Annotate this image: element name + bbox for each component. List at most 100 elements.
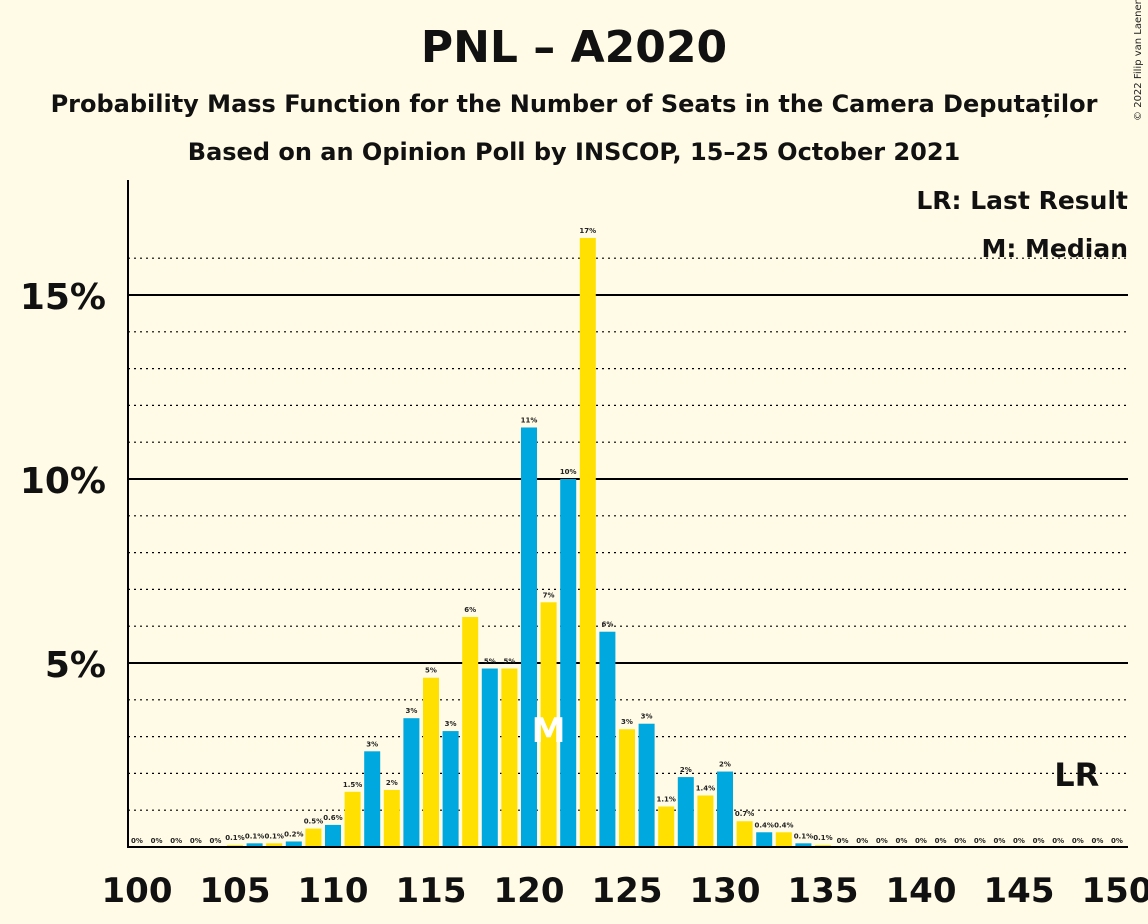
- bar-value-label: 0%: [151, 837, 163, 845]
- bar-seat-134: [795, 843, 812, 847]
- bar-value-label: 0%: [1052, 837, 1064, 845]
- bar-seat-122: [560, 479, 577, 847]
- bar-value-label: 0.1%: [225, 834, 244, 842]
- bar-seat-124: [599, 631, 616, 847]
- last-result-marker: LR: [1054, 756, 1099, 794]
- bar-seat-119: [501, 668, 518, 847]
- y-tick-label: 15%: [20, 277, 106, 318]
- x-tick-label: 105: [200, 871, 271, 911]
- legend-median: M: Median: [981, 234, 1128, 263]
- bar-value-label: 0%: [170, 837, 182, 845]
- bar-value-label: 0%: [837, 837, 849, 845]
- bar-seat-125: [619, 729, 635, 847]
- bar-seat-110: [325, 824, 341, 847]
- bar-seat-114: [403, 718, 420, 847]
- bar-value-label: 0%: [915, 837, 927, 845]
- bar-value-label: 1.4%: [696, 784, 715, 792]
- bar-seat-133: [775, 832, 792, 847]
- bar-value-label: 0.7%: [735, 810, 754, 818]
- legend-last-result: LR: Last Result: [916, 186, 1128, 215]
- bar-value-label: 0%: [856, 837, 868, 845]
- x-tick-label: 125: [592, 871, 663, 911]
- bar-seat-121: [540, 602, 557, 847]
- x-tick-label: 100: [102, 871, 173, 911]
- bar-value-label: 10%: [560, 468, 577, 476]
- bar-value-label: 3%: [621, 718, 633, 726]
- bar-value-label: 0%: [993, 837, 1005, 845]
- bar-value-label: 0%: [1013, 837, 1025, 845]
- bar-seat-109: [305, 828, 322, 847]
- bar-seat-106: [246, 843, 263, 847]
- bar-value-label: 2%: [680, 766, 692, 774]
- bar-value-label: 5%: [425, 667, 437, 675]
- bar-value-label: 0.2%: [284, 830, 303, 838]
- bar-value-label: 0.1%: [245, 832, 264, 840]
- x-tick-label: 150: [1082, 871, 1148, 911]
- bar-seat-127: [658, 806, 675, 847]
- bar-seat-126: [638, 723, 655, 847]
- bar-seat-129: [697, 795, 714, 847]
- x-tick-label: 120: [494, 871, 565, 911]
- bar-value-label: 0%: [974, 837, 986, 845]
- x-tick-label: 145: [984, 871, 1055, 911]
- bar-value-label: 1.5%: [343, 781, 362, 789]
- chart-subtitle: Probability Mass Function for the Number…: [50, 90, 1098, 118]
- bar-seat-113: [383, 789, 400, 847]
- y-tick-label: 5%: [45, 645, 106, 686]
- bar-seat-111: [344, 791, 361, 847]
- chart-subtitle-source: Based on an Opinion Poll by INSCOP, 15–2…: [187, 138, 961, 166]
- bar-seat-117: [462, 617, 479, 847]
- bar-value-label: 0.1%: [813, 834, 832, 842]
- bar-seat-115: [423, 677, 439, 847]
- bar-value-label: 5%: [484, 658, 496, 666]
- x-tick-label: 135: [788, 871, 859, 911]
- bar-value-label: 0.4%: [754, 821, 773, 829]
- bar-value-label: 0%: [954, 837, 966, 845]
- bar-value-label: 0%: [895, 837, 907, 845]
- chart-title: PNL – A2020: [420, 22, 728, 73]
- bar-value-label: 0%: [209, 837, 221, 845]
- bar-value-label: 0%: [1091, 837, 1103, 845]
- bar-value-label: 2%: [386, 779, 398, 787]
- bar-value-label: 3%: [445, 720, 457, 728]
- bar-value-label: 17%: [579, 227, 596, 235]
- bar-value-label: 2%: [719, 761, 731, 769]
- bar-value-label: 0%: [1033, 837, 1045, 845]
- bar-seat-108: [285, 841, 302, 847]
- bar-value-label: 1.1%: [656, 796, 675, 804]
- bar-seat-123: [579, 237, 596, 847]
- bar-value-label: 0%: [131, 837, 143, 845]
- median-marker: M: [532, 711, 566, 751]
- x-tick-label: 130: [690, 871, 761, 911]
- bar-value-label: 0.5%: [304, 818, 323, 826]
- bar-value-label: 0.4%: [774, 821, 793, 829]
- bar-value-label: 0%: [190, 837, 202, 845]
- bar-seat-120: [521, 427, 537, 847]
- bar-value-label: 3%: [641, 713, 653, 721]
- bar-value-label: 7%: [543, 591, 555, 599]
- bar-value-label: 5%: [503, 658, 515, 666]
- bar-seat-116: [442, 731, 459, 847]
- bar-value-label: 0%: [1072, 837, 1084, 845]
- bar-seat-118: [481, 668, 498, 847]
- bar-value-label: 3%: [405, 707, 417, 715]
- x-tick-label: 140: [886, 871, 957, 911]
- bar-value-label: 6%: [601, 621, 613, 629]
- bar-seat-130: [717, 771, 733, 847]
- bar-seat-132: [756, 832, 773, 847]
- bar-value-label: 0.1%: [794, 832, 813, 840]
- x-tick-label: 110: [298, 871, 369, 911]
- x-tick-label: 115: [396, 871, 467, 911]
- bar-value-label: 0%: [1111, 837, 1123, 845]
- bar-value-label: 3%: [366, 740, 378, 748]
- bar-value-label: 0.1%: [264, 832, 283, 840]
- y-tick-label: 10%: [20, 461, 106, 502]
- bar-seat-131: [736, 821, 753, 847]
- bar-seat-128: [677, 777, 694, 847]
- bar-value-label: 0.6%: [323, 814, 342, 822]
- bar-value-label: 0%: [935, 837, 947, 845]
- bar-value-label: 11%: [521, 416, 538, 424]
- bar-value-label: 6%: [464, 606, 476, 614]
- bar-seat-112: [364, 751, 381, 847]
